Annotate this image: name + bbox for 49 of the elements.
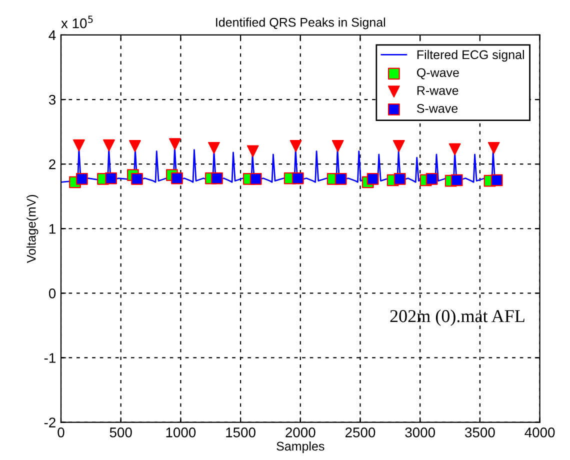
y-tick-label: 1	[49, 224, 56, 234]
legend-label: R-wave	[417, 86, 458, 95]
point	[394, 172, 406, 185]
y-axis-title: Voltage(mV)	[26, 195, 38, 263]
point	[105, 172, 117, 184]
point	[334, 172, 347, 185]
point	[392, 140, 405, 152]
x-tick-label: 500	[110, 428, 132, 438]
legend-label: Filtered ECG signal	[417, 50, 524, 62]
x-tick-label: 1500	[226, 428, 256, 438]
annotation: 202m (0).mat AFL	[390, 310, 524, 326]
legend-label: S-wave	[416, 104, 458, 113]
y-tick-label: -2	[44, 418, 56, 428]
point	[208, 142, 220, 154]
y-tick-label: 3	[48, 94, 56, 105]
x-tick-label: 2500	[345, 428, 376, 438]
x-tick-label: 3000	[405, 428, 435, 438]
point	[426, 172, 438, 185]
y-tick-label: -1	[44, 353, 56, 363]
point	[448, 143, 461, 156]
y-tick-label: 2	[49, 159, 56, 170]
x-tick-label: 3500	[465, 428, 495, 438]
x-tick-label: 2000	[286, 428, 316, 438]
point	[332, 140, 344, 152]
point	[171, 172, 183, 184]
x-tick-label: 4000	[524, 428, 555, 438]
x-axis-title: Samples	[276, 441, 324, 454]
point	[366, 172, 379, 185]
point	[129, 140, 141, 152]
x-tick-label: 1000	[166, 428, 196, 438]
point	[76, 172, 88, 185]
point	[169, 138, 181, 150]
text: x 10$^{5}$	[61, 16, 93, 28]
point	[103, 139, 115, 152]
point	[246, 145, 259, 158]
point	[488, 142, 500, 154]
chart-title: Identified QRS Peaks in Signal	[216, 18, 386, 30]
point	[450, 174, 463, 186]
point	[292, 172, 304, 184]
y-tick-label: 0	[48, 288, 56, 298]
y-tick-label: 4	[48, 30, 56, 40]
point	[73, 139, 85, 152]
legend-label: Q-wave	[417, 68, 459, 80]
point	[490, 174, 503, 186]
point	[131, 172, 143, 185]
point	[290, 140, 302, 152]
point	[250, 172, 262, 185]
point	[211, 172, 223, 184]
x-tick-label: 0	[58, 428, 64, 438]
